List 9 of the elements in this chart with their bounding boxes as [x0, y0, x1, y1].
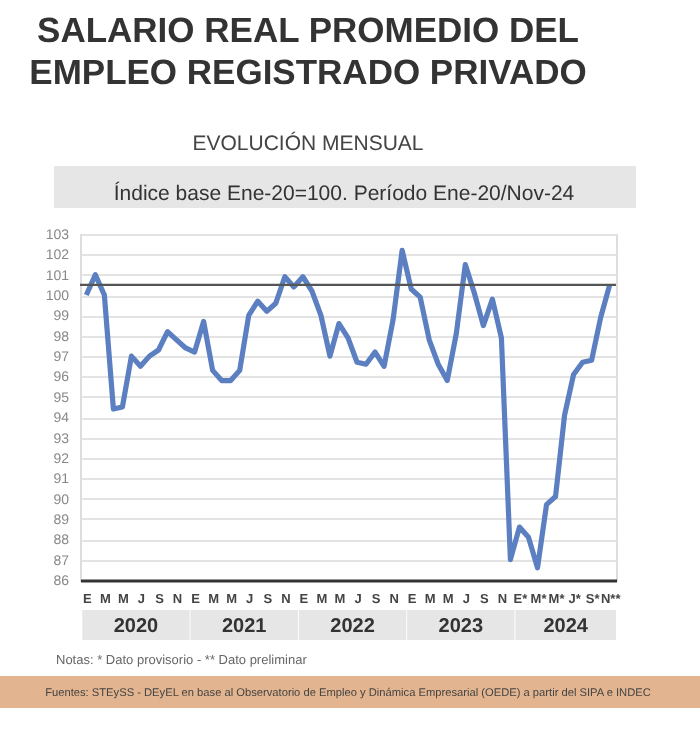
- chart-title: SALARIO REAL PROMEDIO DEL EMPLEO REGISTRADO PRIVADO: [29, 10, 587, 92]
- chart-subtitle: EVOLUCIÓN MENSUAL: [192, 130, 424, 156]
- text: 2020: [113, 616, 160, 638]
- text: Índice base Ene-20=100. Período Ene-20/Nov-24: [113, 180, 575, 206]
- text: 2022: [330, 616, 376, 638]
- line-series: [83, 247, 613, 571]
- text: 2024: [543, 616, 589, 638]
- text: 2023: [438, 616, 484, 638]
- text: 2021: [221, 616, 268, 638]
